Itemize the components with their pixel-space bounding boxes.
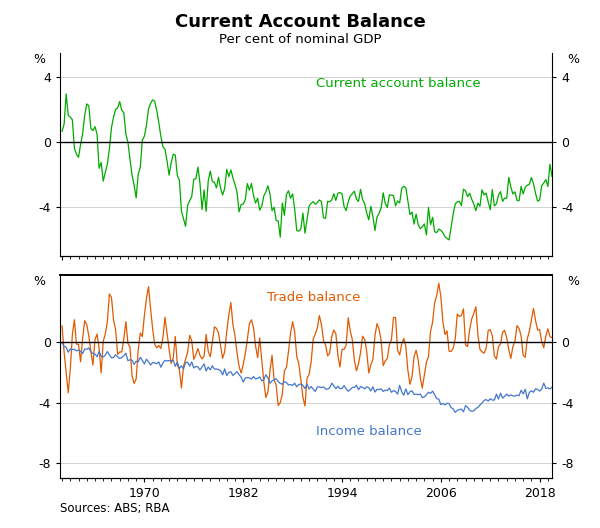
Text: Current account balance: Current account balance bbox=[316, 77, 481, 90]
Text: Income balance: Income balance bbox=[316, 425, 422, 438]
Text: Per cent of nominal GDP: Per cent of nominal GDP bbox=[219, 33, 381, 46]
Text: Trade balance: Trade balance bbox=[266, 291, 360, 304]
Text: %: % bbox=[33, 53, 45, 66]
Text: %: % bbox=[567, 53, 579, 66]
Text: Current Account Balance: Current Account Balance bbox=[175, 13, 425, 31]
Text: %: % bbox=[33, 275, 45, 288]
Text: Sources: ABS; RBA: Sources: ABS; RBA bbox=[60, 502, 170, 515]
Text: %: % bbox=[567, 275, 579, 288]
